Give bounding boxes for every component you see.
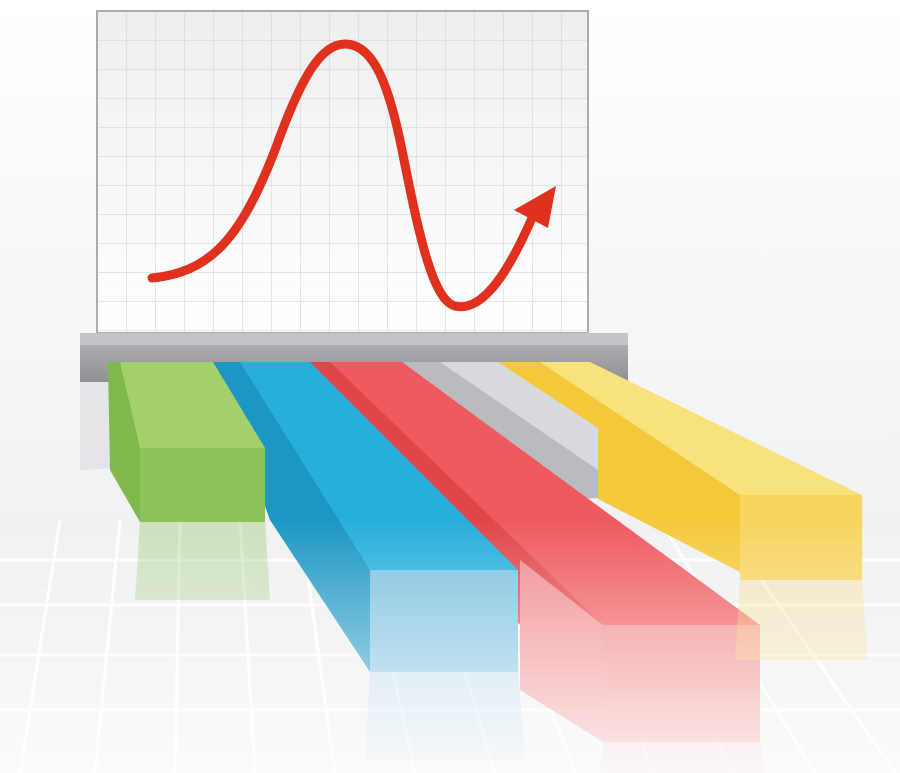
floor-fade	[0, 520, 900, 773]
bar-green	[108, 362, 265, 522]
chart-board	[96, 10, 589, 334]
arrow-head-icon	[514, 186, 556, 228]
bar-silver	[402, 362, 598, 500]
curve-line	[147, 39, 537, 312]
trend-curve	[147, 39, 556, 312]
